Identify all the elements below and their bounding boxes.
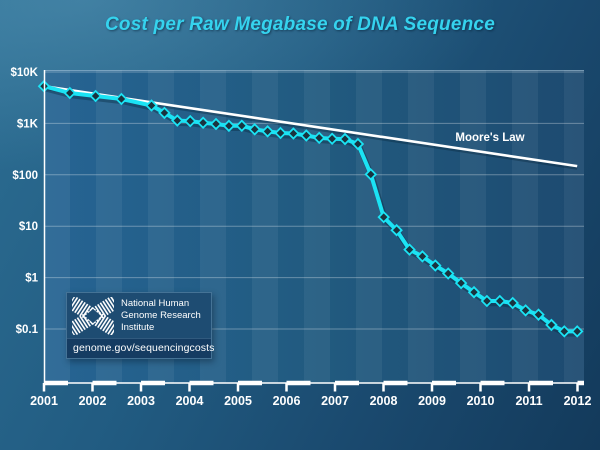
data-point-marker <box>145 99 158 112</box>
x-tick-label: 2009 <box>418 394 446 408</box>
y-tick-label: $1 <box>25 273 38 285</box>
nhgri-helix-icon <box>72 297 114 335</box>
x-tick-label: 2012 <box>564 394 592 408</box>
moores-law-label: Moore's Law <box>455 132 524 144</box>
x-tick-label: 2006 <box>273 394 301 408</box>
chart-title: Cost per Raw Megabase of DNA Sequence <box>105 14 495 35</box>
data-point-marker <box>235 119 249 133</box>
x-tick-label: 2002 <box>79 394 107 408</box>
nhgri-logo-box: National Human Genome Research Institute… <box>66 292 214 359</box>
x-tick-label: 2007 <box>321 394 349 408</box>
data-point-marker <box>261 125 274 138</box>
data-point-marker <box>196 116 210 130</box>
data-point-marker <box>158 106 171 120</box>
data-point-marker <box>416 250 429 263</box>
data-point-marker <box>248 123 261 136</box>
data-point-marker <box>545 318 558 332</box>
nhgri-logo-main: National Human Genome Research Institute <box>67 293 211 338</box>
data-point-marker <box>532 308 545 321</box>
y-tick-label: $10 <box>19 221 38 233</box>
y-tick-label: $10K <box>11 67 39 79</box>
data-point-marker <box>454 276 468 290</box>
data-point-marker <box>441 267 455 280</box>
x-tick-label: 2001 <box>30 394 58 408</box>
x-tick-label: 2005 <box>224 394 252 408</box>
data-point-marker <box>89 89 102 103</box>
x-tick-label: 2004 <box>176 394 204 408</box>
data-point-marker <box>287 127 300 140</box>
y-tick-label: $1K <box>17 118 39 130</box>
x-tick-label: 2010 <box>467 394 495 408</box>
data-point-marker <box>558 325 571 338</box>
data-point-marker <box>519 304 532 317</box>
data-point-marker <box>480 294 494 308</box>
y-tick-label: $100 <box>12 170 38 182</box>
data-point-marker <box>209 117 223 131</box>
org-line-2: Genome Research <box>121 309 201 321</box>
data-point-marker <box>274 126 287 140</box>
data-point-marker <box>364 168 378 181</box>
data-point-marker <box>115 92 128 106</box>
data-point-marker <box>171 114 184 127</box>
data-point-marker <box>222 119 236 133</box>
org-line-3: Institute <box>121 322 155 334</box>
data-point-marker <box>325 132 339 146</box>
data-point-marker <box>183 114 197 128</box>
x-tick-label: 2003 <box>127 394 155 408</box>
data-point-marker <box>493 294 507 308</box>
data-point-marker <box>403 243 416 256</box>
data-point-marker <box>467 285 481 299</box>
data-point-marker <box>429 259 442 272</box>
data-point-marker <box>506 296 519 310</box>
nhgri-org-name: National Human Genome Research Institute <box>121 298 201 334</box>
data-point-marker <box>312 131 326 145</box>
data-point-marker <box>63 86 77 100</box>
sequencing-costs-url: genome.gov/sequencingcosts <box>67 338 214 358</box>
x-tick-label: 2011 <box>515 394 542 408</box>
data-point-marker <box>300 129 313 142</box>
data-point-marker <box>351 137 365 151</box>
y-tick-label: $0.1 <box>16 324 39 336</box>
data-point-marker <box>570 325 584 338</box>
data-point-marker <box>377 210 390 224</box>
data-point-marker <box>338 132 352 146</box>
data-point-marker <box>390 223 403 237</box>
org-line-1: National Human <box>121 297 190 309</box>
x-tick-label: 2008 <box>370 394 398 408</box>
